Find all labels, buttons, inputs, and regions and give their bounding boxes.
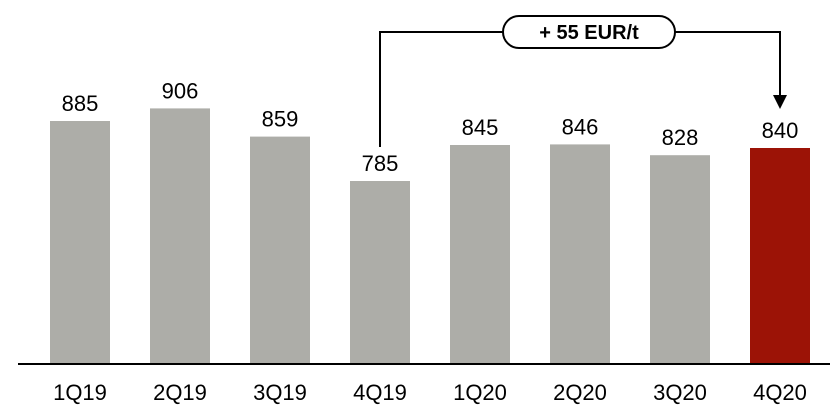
bar-4q19 [350, 181, 410, 364]
x-tick-label-3q19: 3Q19 [253, 380, 307, 405]
x-tick-label-2q20: 2Q20 [553, 380, 607, 405]
annotation-group: + 55 EUR/t [379, 15, 787, 147]
value-label-1q19: 885 [62, 91, 99, 116]
value-label-2q19: 906 [162, 78, 199, 103]
x-tick-label-2q19: 2Q19 [153, 380, 207, 405]
annotation-arrowhead [773, 95, 787, 109]
value-label-1q20: 845 [462, 115, 499, 140]
x-tick-label-1q20: 1Q20 [453, 380, 507, 405]
value-label-2q20: 846 [562, 114, 599, 139]
annotation-pill [502, 15, 676, 49]
value-label-3q19: 859 [262, 107, 299, 132]
x-tick-label-1q19: 1Q19 [53, 380, 107, 405]
x-tick-label-4q19: 4Q19 [353, 380, 407, 405]
bar-1q20 [450, 145, 510, 364]
value-label-4q19: 785 [362, 151, 399, 176]
bar-3q19 [250, 136, 310, 364]
bar-2q20 [550, 144, 610, 364]
bar-2q19 [150, 108, 210, 365]
bar-1q19 [50, 121, 110, 364]
bars-group [50, 108, 810, 365]
x-tick-labels-group: 1Q19 2Q19 3Q19 4Q19 1Q20 2Q20 3Q20 4Q20 [53, 380, 807, 405]
bar-4q20 [750, 148, 810, 364]
value-labels-group: 885 906 859 785 845 846 828 840 [62, 78, 799, 176]
bar-3q20 [650, 155, 710, 364]
value-label-3q20: 828 [662, 125, 699, 150]
value-label-4q20: 840 [762, 118, 799, 143]
x-tick-label-3q20: 3Q20 [653, 380, 707, 405]
annotation-label: + 55 EUR/t [539, 22, 639, 44]
x-tick-label-4q20: 4Q20 [753, 380, 807, 405]
